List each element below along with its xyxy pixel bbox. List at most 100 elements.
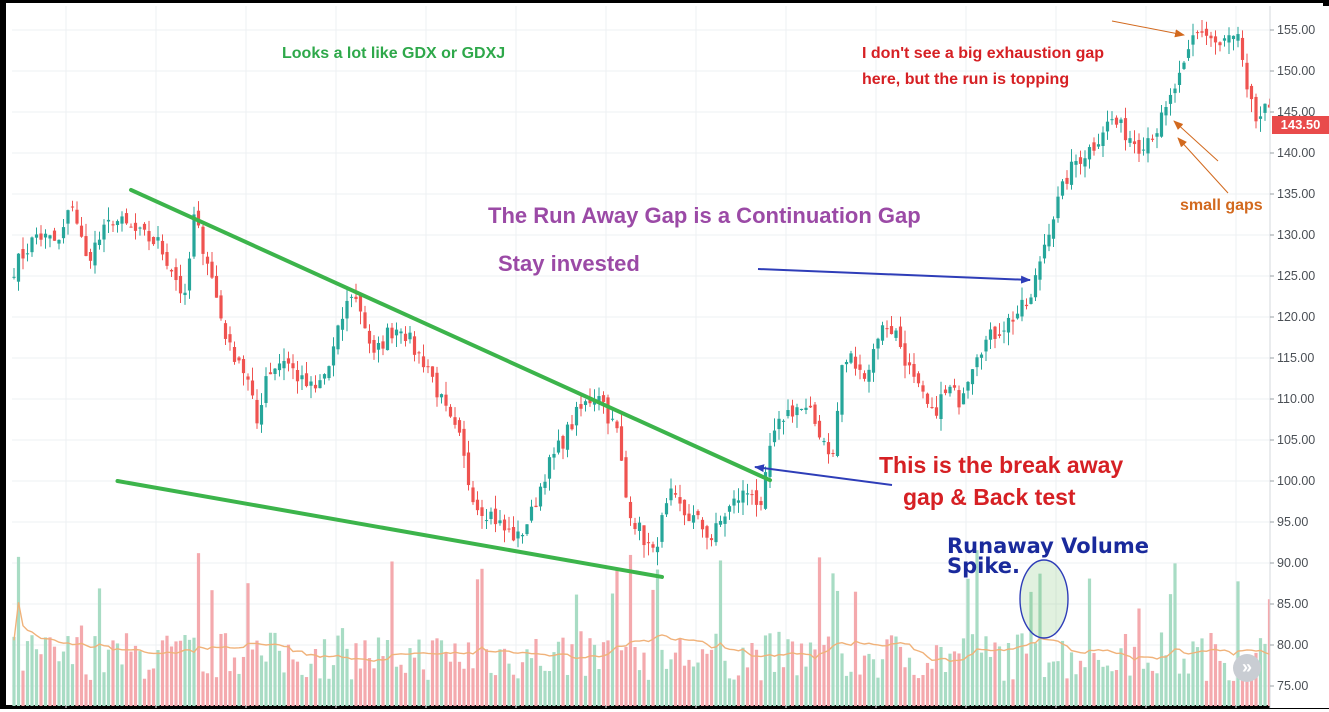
volume-bar <box>826 636 831 706</box>
candle-body <box>1033 275 1038 298</box>
candle-body <box>304 373 309 387</box>
volume-bar <box>574 594 579 706</box>
candle-body <box>1096 144 1101 147</box>
candle-body <box>939 394 943 420</box>
volume-bar <box>237 673 241 706</box>
candle-body <box>34 234 39 238</box>
candle-body <box>417 352 421 354</box>
candle-body <box>628 501 633 519</box>
candle-body <box>984 339 988 352</box>
volume-bar <box>903 667 907 706</box>
volume-bar <box>1263 643 1267 706</box>
candle-body <box>1137 139 1141 154</box>
volume-bar <box>34 649 39 706</box>
candle-body <box>525 524 529 535</box>
volume-bar <box>223 633 228 706</box>
volume-bar <box>723 660 727 706</box>
volume-bar <box>538 665 543 706</box>
volume-bar <box>507 663 511 706</box>
volume-bar <box>579 631 583 706</box>
volume-bar <box>619 650 624 706</box>
candle-body <box>862 373 867 379</box>
volume-bar <box>1015 634 1020 706</box>
volume-bar <box>421 669 426 706</box>
candle-body <box>669 488 673 501</box>
annotation-breakaway-line2: gap & Back test <box>903 484 1076 510</box>
price-tick-label: 80.00 <box>1277 638 1308 652</box>
volume-bar <box>1033 643 1038 706</box>
volume-bar <box>682 665 687 706</box>
candle-body <box>615 421 619 429</box>
candle-body <box>1060 181 1065 196</box>
candle-body <box>457 420 462 433</box>
volume-bar <box>133 645 138 706</box>
candle-body <box>363 312 367 329</box>
candle-body <box>187 258 192 291</box>
volume-bar <box>894 636 898 706</box>
candle-body <box>538 486 543 507</box>
volume-bar <box>624 646 628 706</box>
volume-bar <box>106 649 111 706</box>
volume-bar <box>1155 673 1159 706</box>
candle-body <box>1200 31 1204 33</box>
candle-body <box>637 522 642 531</box>
candle-body <box>403 333 408 342</box>
price-tick-label: 120.00 <box>1277 310 1315 324</box>
price-tick-label: 75.00 <box>1277 679 1308 693</box>
volume-bar <box>1146 662 1150 706</box>
volume-bar <box>889 635 894 706</box>
candle-body <box>961 393 966 405</box>
volume-bar <box>867 653 871 706</box>
candle-body <box>970 369 975 385</box>
volume-bar <box>844 675 849 706</box>
candle-body <box>354 296 358 300</box>
candle-body <box>295 370 300 382</box>
volume-bar <box>916 678 921 706</box>
volume-bar <box>138 651 142 706</box>
volume-bar <box>1159 632 1164 706</box>
volume-bar <box>309 663 313 706</box>
candle-body <box>255 399 259 424</box>
volume-bar <box>1069 652 1074 706</box>
candle-body <box>781 420 786 422</box>
candle-body <box>1051 219 1056 239</box>
candle-body <box>79 225 84 237</box>
volume-bar <box>502 648 507 706</box>
annotation-runaway-gap: The Run Away Gap is a Continuation Gap <box>488 203 921 228</box>
candle-body <box>745 493 750 495</box>
price-chart[interactable]: 155.00 150.00 145.00 140.00 135.00 130.00 125.… <box>6 3 1329 712</box>
volume-bar <box>547 671 552 706</box>
volume-bar <box>286 644 291 706</box>
scroll-to-realtime-button[interactable]: » <box>1233 654 1261 682</box>
candle-body <box>777 418 781 430</box>
volume-bar <box>39 654 43 706</box>
volume-bar <box>376 637 381 706</box>
volume-bar <box>1119 648 1123 706</box>
candle-body <box>151 236 156 245</box>
candle-body <box>624 457 628 498</box>
volume-bar <box>57 661 61 706</box>
volume-bar <box>205 673 210 706</box>
price-tick-label: 140.00 <box>1277 146 1315 160</box>
volume-bar <box>1132 646 1137 706</box>
volume-bar <box>876 677 880 706</box>
candle-body <box>813 404 817 424</box>
volume-bar <box>651 589 655 706</box>
candle-body <box>70 206 75 208</box>
candle-body <box>466 452 471 486</box>
volume-bar <box>12 636 16 706</box>
candle-body <box>943 389 948 394</box>
candle-body <box>192 214 196 257</box>
price-axis: 155.00 150.00 145.00 140.00 135.00 130.00 125.… <box>1269 6 1329 708</box>
candle-body <box>385 327 390 351</box>
candle-body <box>124 213 129 224</box>
candle-body <box>1195 32 1200 34</box>
volume-bar <box>1065 678 1069 706</box>
candlesticks <box>12 19 1285 566</box>
candle-body <box>1047 234 1051 247</box>
volume-bar <box>75 637 79 706</box>
volume-bar <box>1110 671 1114 706</box>
candle-body <box>1263 103 1267 113</box>
candle-body <box>489 511 493 519</box>
volume-bar <box>187 639 192 706</box>
